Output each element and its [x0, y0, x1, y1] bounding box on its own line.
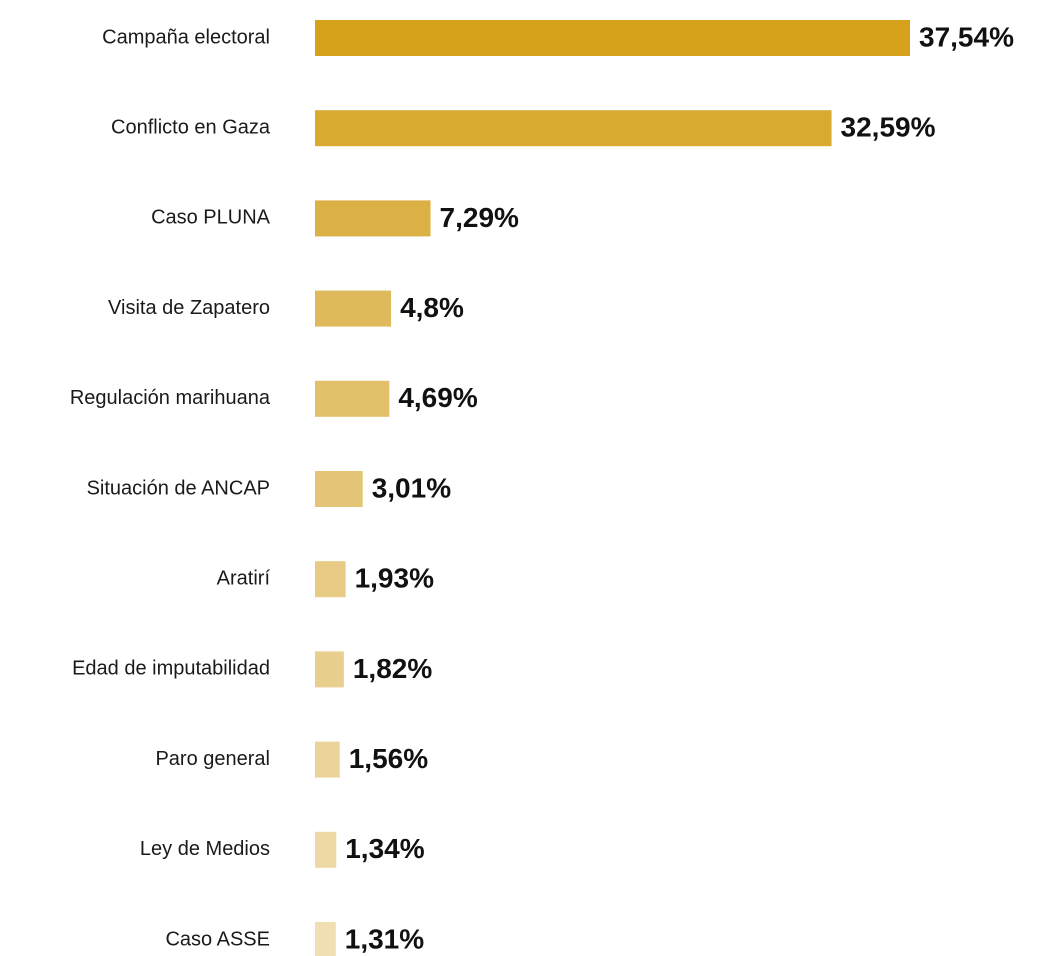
value-label: 4,69%: [398, 382, 477, 413]
category-label: Campaña electoral: [102, 26, 270, 48]
bar: [315, 200, 431, 237]
category-label: Aratirí: [217, 567, 271, 589]
value-label: 1,56%: [349, 743, 428, 774]
value-label: 1,31%: [345, 923, 424, 954]
value-label: 1,93%: [355, 563, 434, 594]
value-label: 32,59%: [841, 112, 936, 143]
bar: [315, 290, 392, 327]
bar: [315, 922, 336, 956]
bar: [315, 20, 910, 56]
bar: [315, 110, 832, 147]
value-label: 1,82%: [353, 653, 432, 684]
category-label: Visita de Zapatero: [108, 297, 270, 319]
category-label: Paro general: [155, 748, 270, 770]
bar: [315, 380, 390, 417]
category-label: Ley de Medios: [140, 838, 270, 860]
category-label: Caso PLUNA: [151, 207, 271, 229]
value-label: 4,8%: [400, 292, 464, 323]
category-label: Regulación marihuana: [70, 387, 271, 409]
value-label: 37,54%: [919, 21, 1014, 52]
category-label: Caso ASSE: [165, 928, 270, 950]
bar: [315, 471, 363, 507]
bar: [315, 831, 337, 868]
value-label: 1,34%: [345, 833, 424, 864]
category-label: Edad de imputabilidad: [72, 658, 270, 680]
bar: [315, 561, 346, 598]
value-label: 3,01%: [372, 472, 451, 503]
category-label: Situación de ANCAP: [87, 477, 270, 499]
bar: [315, 741, 340, 778]
category-label: Conflicto en Gaza: [111, 116, 271, 138]
bar: [315, 651, 344, 688]
value-label: 7,29%: [440, 202, 519, 233]
